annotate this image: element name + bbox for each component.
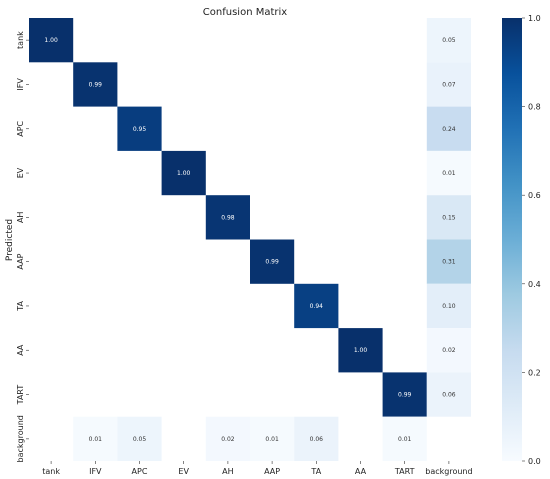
x-tick-label-ah: AH	[222, 467, 234, 476]
y-tick-label-background: background	[16, 415, 25, 462]
x-tick-label-aa: AA	[355, 467, 367, 476]
cell-value-label: 0.95	[133, 126, 147, 133]
y-axis-ticks: tank IFV APC EV AH AAP TA AA TART background	[16, 31, 29, 462]
cell-value-label: 0.05	[442, 37, 456, 44]
colorbar-tick-label: 0.8	[528, 103, 541, 112]
cell-value-label: 0.07	[442, 81, 456, 88]
cell-value-label: 0.94	[310, 303, 324, 310]
x-tick-label-tart: TART	[394, 467, 415, 476]
y-tick-label-aap: AAP	[16, 253, 25, 269]
x-tick-label-background: background	[425, 467, 472, 476]
heatmap-cell-aa-background	[426, 328, 471, 373]
cell-value-label: 0.06	[442, 392, 456, 399]
heatmap-cell-background-tart	[382, 416, 427, 461]
colorbar: 0.0 0.2 0.4 0.6 0.8 1.0	[502, 14, 541, 466]
colorbar-tick-label: 0.6	[528, 191, 541, 200]
y-tick-label-ah: AH	[16, 212, 25, 224]
x-tick-label-aap: AAP	[264, 467, 280, 476]
heatmap-cell-aa-aa	[338, 328, 383, 373]
colorbar-tick-label: 0.0	[528, 457, 541, 466]
heatmap-cell-tart-tart	[382, 372, 427, 417]
heatmap-cell-aap-aap	[250, 239, 295, 284]
cell-value-label: 0.99	[265, 259, 279, 266]
heatmap-cell-ifv-ifv	[73, 62, 118, 107]
cell-value-label: 0.01	[398, 436, 412, 443]
heatmap-cell-ev-background	[426, 150, 471, 196]
y-tick-label-ev: EV	[16, 167, 25, 178]
cell-value-label: 1.00	[354, 347, 368, 354]
cell-value-label: 1.00	[177, 170, 191, 177]
cell-value-label: 0.05	[133, 436, 147, 443]
heatmap-cell-ta-background	[426, 283, 471, 329]
cell-value-label: 0.02	[442, 347, 456, 354]
cell-value-label: 0.15	[442, 214, 456, 221]
y-tick-label-ta: TA	[16, 301, 25, 312]
cell-value-label: 1.00	[44, 37, 58, 44]
heatmap-cell-aap-background	[426, 239, 471, 284]
heatmap-cell-apc-background	[426, 106, 471, 151]
heatmap-cell-tank-background	[426, 18, 471, 63]
cell-value-label: 0.99	[89, 81, 103, 88]
y-axis-label: Predicted	[5, 219, 15, 261]
cell-value-label: 0.10	[442, 303, 456, 310]
y-tick-label-tart: TART	[16, 385, 25, 406]
chart-title: Confusion Matrix	[203, 7, 287, 18]
heatmap-cell-tank-tank	[29, 18, 74, 63]
colorbar-tick-label: 0.2	[528, 368, 541, 377]
cell-value-label: 0.01	[442, 170, 456, 177]
cell-value-label: 0.02	[221, 436, 235, 443]
heatmap-cell-background-aap	[250, 416, 295, 461]
x-tick-label-ifv: IFV	[89, 467, 102, 476]
heatmap-cell-tart-background	[426, 372, 471, 417]
cell-value-label: 0.01	[89, 436, 103, 443]
colorbar-ticks: 0.0 0.2 0.4 0.6 0.8 1.0	[522, 14, 541, 466]
heatmap-cell-background-ta	[294, 416, 339, 461]
cell-value-labels: 1.00 0.05 0.99 0.07 0.95 0.24 1.00 0.01 0.98 0.15…	[44, 37, 455, 443]
cell-value-label: 0.99	[398, 392, 412, 399]
heatmap-cell-background-apc	[117, 416, 162, 461]
y-tick-label-ifv: IFV	[16, 78, 25, 91]
cell-value-label: 0.31	[442, 259, 456, 266]
x-tick-label-ta: TA	[310, 467, 321, 476]
y-tick-label-aa: AA	[16, 344, 25, 356]
colorbar-tick-label: 1.0	[528, 14, 541, 23]
colorbar-gradient	[502, 18, 522, 461]
y-tick-label-apc: APC	[16, 120, 25, 136]
heatmap-cell-ta-ta	[294, 283, 339, 329]
x-axis-ticks: tank IFV APC EV AH AAP TA AA TART background	[42, 461, 473, 476]
heatmap-cell-background-ah	[205, 416, 250, 461]
heatmap-cells	[29, 18, 471, 461]
cell-value-label: 0.06	[310, 436, 324, 443]
x-tick-label-apc: APC	[132, 467, 148, 476]
x-tick-label-tank: tank	[42, 467, 60, 476]
cell-value-label: 0.01	[265, 436, 279, 443]
heatmap-cell-background-ifv	[73, 416, 118, 461]
heatmap-cell-ah-ah	[205, 195, 250, 240]
heatmap-cell-ev-ev	[161, 150, 206, 196]
cell-value-label: 0.24	[442, 126, 456, 133]
heatmap-cell-apc-apc	[117, 106, 162, 151]
x-tick-label-ev: EV	[178, 467, 189, 476]
y-tick-label-tank: tank	[16, 31, 25, 49]
heatmap-cell-ifv-background	[426, 62, 471, 107]
heatmap-cell-ah-background	[426, 195, 471, 240]
colorbar-tick-label: 0.4	[528, 280, 541, 289]
cell-value-label: 0.98	[221, 214, 235, 221]
